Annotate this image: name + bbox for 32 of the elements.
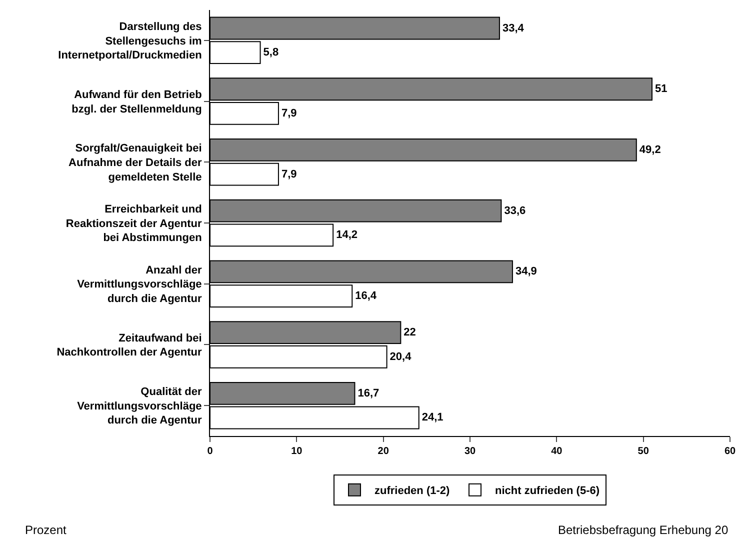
data-label: 22 [404, 326, 416, 339]
x-tick-label: 40 [551, 446, 563, 457]
y-tick-label: Darstellung des Stellengesuchs im Internetportal/Druckmedien [58, 20, 202, 62]
y-tick-label: Zeitaufwand bei Nachkontrollen der Agentur [56, 332, 203, 359]
data-label: 33,4 [502, 22, 525, 34]
legend-label: zufrieden (1-2) [374, 485, 450, 498]
data-label: 20,4 [390, 350, 412, 363]
data-label: 5,8 [263, 46, 279, 59]
data-label: 14,2 [336, 229, 358, 242]
x-tick-label: 50 [638, 446, 650, 457]
data-label: 16,4 [355, 290, 378, 302]
data-label: 49,2 [639, 144, 661, 156]
x-tick-label: 0 [207, 446, 214, 457]
x-tick-label: 30 [464, 446, 476, 457]
x-tick-label: 10 [291, 446, 303, 457]
data-label: 34,9 [515, 266, 537, 278]
data-label: 33,6 [504, 204, 526, 217]
data-label: 7,9 [281, 168, 297, 180]
y-tick-label: Aufwand für den Betrieb bzgl. der Stellenmeldung [72, 88, 202, 116]
data-label: 24,1 [422, 412, 444, 424]
data-label: 16,7 [358, 387, 380, 400]
x-tick-label: 60 [724, 446, 736, 457]
y-tick-label: Sorgfalt/Genauigkeit bei Aufnahme der Details der gemeldeten Stelle [68, 142, 203, 184]
text: Prozent [25, 523, 68, 537]
text: Betriebsbefragung Erhebung 20 [558, 523, 728, 537]
data-label: 7,9 [281, 107, 297, 120]
y-tick-label: Erreichbarkeit und Reaktionszeit der Agentur bei Abstimmungen [66, 204, 203, 244]
y-tick-label: Anzahl der Vermittlungsvorschläge durch die Agentur [77, 264, 203, 306]
data-label: 51 [655, 83, 668, 96]
legend-label: nicht zufrieden (5-6) [495, 485, 600, 498]
y-tick-label: Qualität der Vermittlungsvorschläge durch die Agentur [77, 386, 203, 427]
x-tick-label: 20 [378, 446, 390, 457]
